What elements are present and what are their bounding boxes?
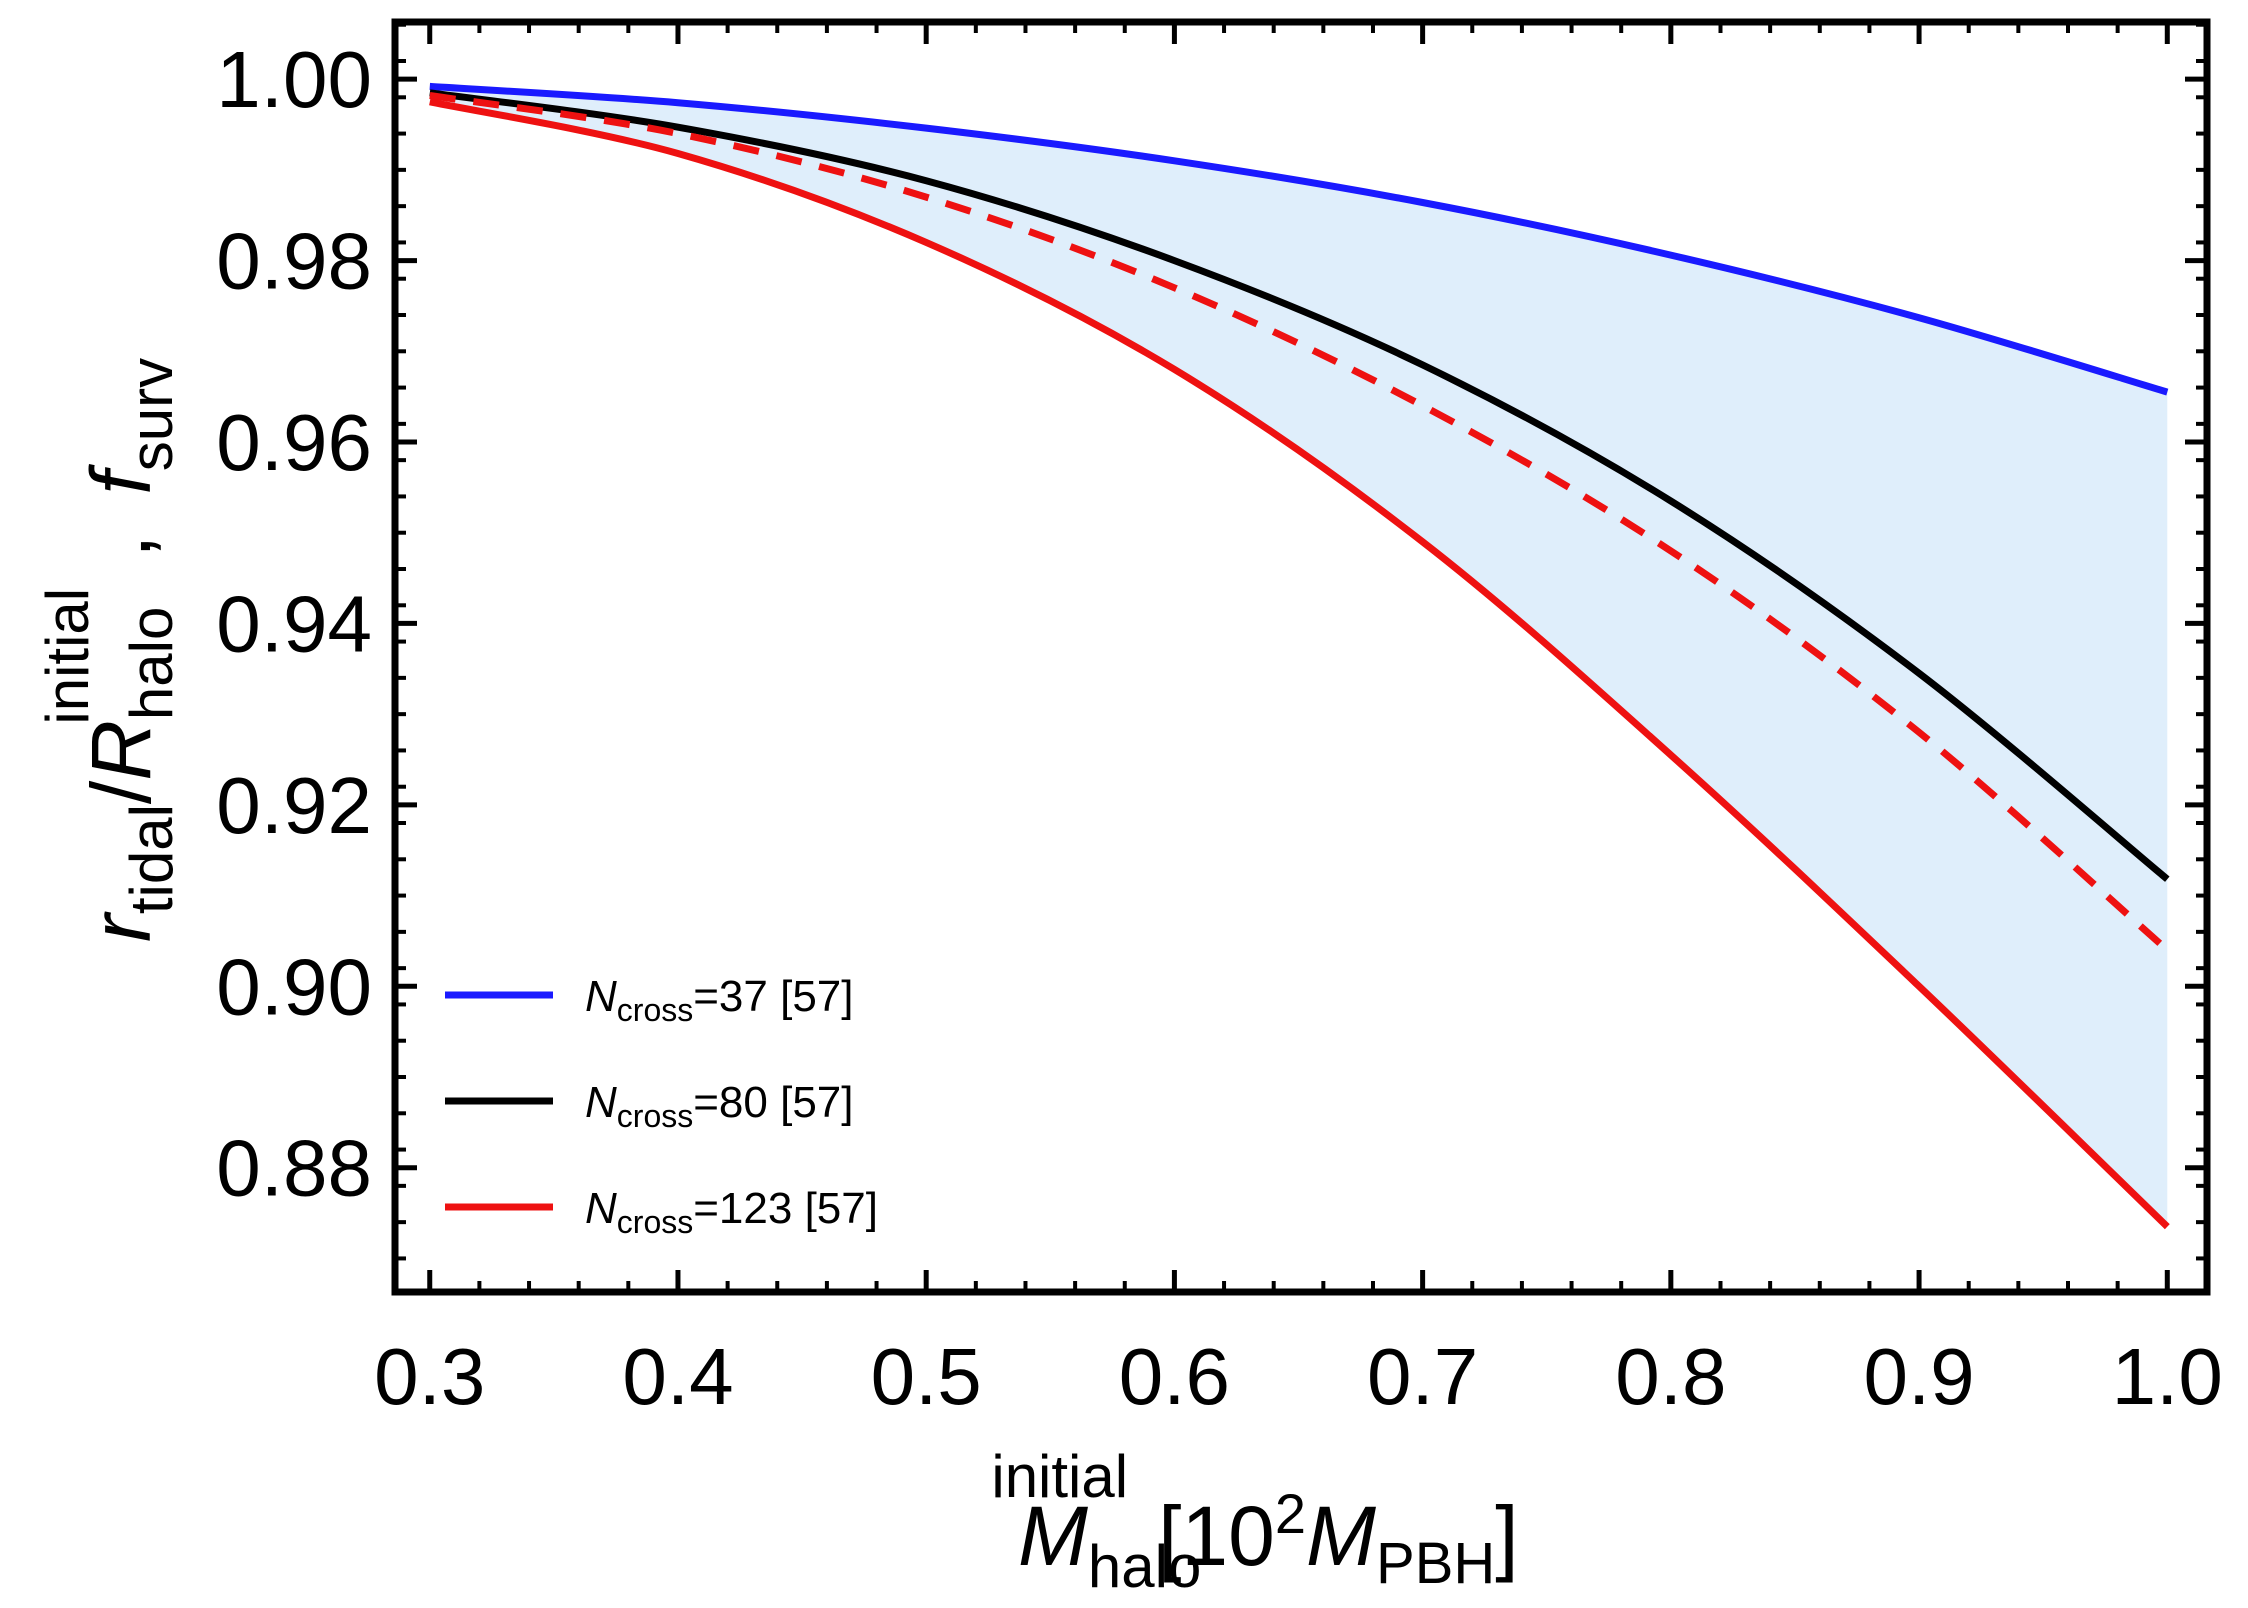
x-tick-label: 0.7 [1367, 1332, 1478, 1421]
x-tick-label: 0.8 [1615, 1332, 1726, 1421]
x-tick-label: 0.5 [871, 1332, 982, 1421]
tick-layer [395, 22, 2207, 1292]
x-tick-label: 0.6 [1119, 1332, 1230, 1421]
y-tick-label: 0.88 [216, 1124, 372, 1213]
x-axis-label: Mhaloinitial[102MPBH] [991, 1443, 1518, 1600]
y-tick-label: 1.00 [216, 35, 372, 124]
tick-label-layer: 0.3 0.4 0.5 0.6 0.7 0.8 0.9 1.0 0.88 0.90 0.92 0.94… [216, 35, 2223, 1421]
legend-label: Ncross=37 [57] [585, 972, 854, 1028]
legend-label: Ncross=80 [57] [585, 1078, 854, 1134]
x-tick-label: 0.3 [374, 1332, 485, 1421]
x-tick-label: 0.9 [1863, 1332, 1974, 1421]
legend: Ncross=37 [57] Ncross=80 [57] Ncross=123… [445, 972, 878, 1240]
svg-text:rtidal/Rhaloinitial,fsurv: rtidal/Rhaloinitial,fsurv [34, 358, 185, 942]
x-tick-label: 0.4 [622, 1332, 733, 1421]
band-layer [429, 86, 2168, 1227]
y-axis-label: rtidal/Rhaloinitial,fsurv [34, 358, 185, 942]
shaded-band [429, 86, 2168, 1227]
y-tick-label: 0.96 [216, 398, 372, 487]
legend-entry: Ncross=123 [57] [445, 1184, 878, 1240]
x-tick-label: 1.0 [2112, 1332, 2223, 1421]
series-layer [429, 82, 2170, 1230]
legend-label: Ncross=123 [57] [585, 1184, 878, 1240]
series-line-2 [429, 92, 2170, 953]
y-tick-label: 0.98 [216, 217, 372, 306]
series-line-0 [429, 82, 2169, 396]
y-tick-label: 0.90 [216, 942, 372, 1031]
plot-frame [391, 18, 2211, 1296]
series-line-1 [429, 89, 2170, 882]
legend-entry: Ncross=80 [57] [445, 1078, 854, 1134]
series-line-3 [429, 98, 2170, 1230]
legend-entry: Ncross=37 [57] [445, 972, 854, 1028]
y-tick-label: 0.94 [216, 579, 372, 668]
y-tick-label: 0.92 [216, 761, 372, 850]
